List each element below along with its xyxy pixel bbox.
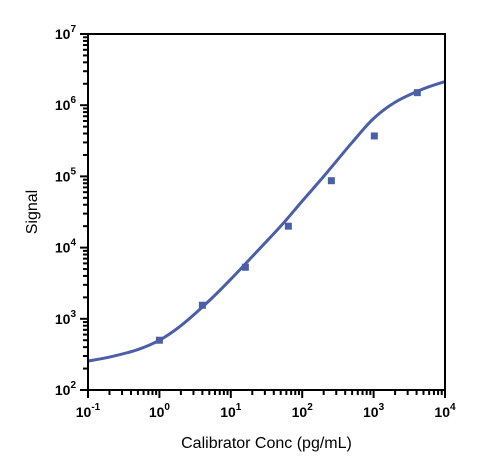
data-point (155, 336, 163, 344)
data-point (370, 132, 378, 140)
y-tick-label: 106 (55, 95, 77, 113)
y-axis-title: Signal (24, 190, 41, 234)
x-tick-label: 100 (149, 402, 171, 420)
y-axis-ticks: 102 103 104 105 106 107 (55, 24, 88, 398)
y-tick-label: 104 (55, 238, 77, 256)
axes (87, 33, 446, 391)
data-point (241, 263, 249, 271)
data-point (413, 89, 421, 97)
data-point (198, 301, 206, 309)
fit-curve (87, 80, 446, 363)
y-tick-label: 107 (55, 24, 77, 42)
plot-frame (87, 33, 446, 391)
plot-area (87, 80, 446, 363)
data-point (284, 222, 292, 230)
x-tick-label: 101 (220, 402, 242, 420)
x-tick-label: 103 (363, 402, 385, 420)
y-tick-label: 103 (55, 309, 77, 327)
y-tick-label: 102 (55, 380, 77, 398)
x-axis-ticks: 10-1 100 101 102 103 104 (76, 390, 456, 420)
x-tick-label: 104 (434, 402, 456, 420)
data-point (327, 177, 335, 185)
x-axis-title: Calibrator Conc (pg/mL) (181, 435, 352, 452)
y-tick-label: 105 (55, 166, 77, 184)
x-tick-label: 102 (292, 402, 314, 420)
x-tick-label: 10-1 (76, 402, 101, 420)
